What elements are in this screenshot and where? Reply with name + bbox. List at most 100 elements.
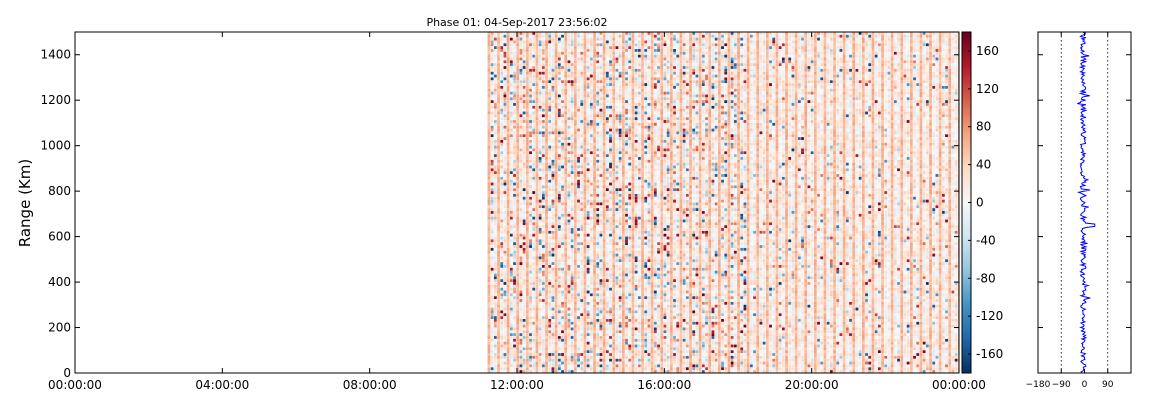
heatmap-cell: [538, 131, 542, 135]
heatmap-cell: [580, 199, 584, 203]
heatmap-cell: [497, 60, 500, 64]
heatmap-cell: [503, 120, 507, 123]
heatmap-cell: [580, 174, 584, 177]
heatmap-cell: [545, 77, 548, 81]
heatmap-cell: [605, 117, 609, 121]
heatmap-cell: [506, 304, 510, 308]
heatmap-cell: [490, 63, 494, 67]
heatmap-cell: [599, 341, 603, 345]
heatmap-cell: [561, 179, 564, 183]
heatmap-cell: [509, 307, 513, 311]
heatmap-cell: [573, 176, 577, 180]
heatmap-cell: [538, 162, 542, 166]
heatmap-cell: [583, 299, 587, 302]
heatmap-cell: [570, 299, 574, 302]
heatmap-cell: [516, 304, 520, 308]
heatmap-cell: [493, 66, 497, 69]
heatmap-cell: [509, 333, 513, 337]
heatmap-cell: [602, 91, 606, 95]
heatmap-cell: [561, 148, 564, 152]
heatmap-cell: [522, 358, 526, 362]
heatmap-cell: [567, 60, 571, 64]
heatmap-cell: [599, 299, 603, 302]
heatmap-cell: [599, 66, 603, 69]
heatmap-cell: [586, 259, 590, 263]
heatmap-cell: [548, 80, 552, 84]
heatmap-cell: [535, 165, 539, 169]
heatmap-cell: [503, 71, 507, 75]
heatmap-cell: [580, 301, 584, 305]
heatmap-cell: [577, 63, 580, 67]
heatmap-cell: [548, 347, 552, 351]
heatmap-cell: [516, 68, 520, 72]
heatmap-cell: [516, 259, 520, 263]
heatmap-cell: [548, 34, 552, 38]
heatmap-cell: [589, 228, 593, 231]
heatmap-cell: [561, 316, 564, 320]
heatmap-cell: [497, 262, 500, 266]
heatmap-cell: [583, 80, 587, 84]
heatmap-cell: [605, 111, 609, 115]
heatmap-cell: [538, 148, 542, 152]
heatmap-cell: [602, 128, 606, 132]
heatmap-cell: [557, 179, 561, 183]
heatmap-cell: [509, 114, 513, 118]
heatmap-cell: [570, 358, 574, 362]
heatmap-cell: [529, 316, 532, 320]
heatmap-cell: [580, 108, 584, 112]
heatmap-cell: [490, 265, 494, 268]
heatmap-cell: [532, 151, 536, 155]
heatmap-cell: [500, 347, 504, 351]
heatmap-cell: [612, 171, 616, 175]
heatmap-cell: [570, 37, 574, 41]
heatmap-cell: [573, 77, 577, 81]
heatmap-cell: [503, 80, 507, 84]
heatmap-cell: [551, 85, 555, 89]
heatmap-cell: [615, 49, 619, 52]
heatmap-cell: [516, 103, 520, 106]
heatmap-cell: [538, 193, 542, 197]
heatmap-cell: [490, 208, 494, 212]
heatmap-cell: [583, 205, 587, 209]
heatmap-cell: [506, 307, 510, 311]
heatmap-cell: [522, 262, 526, 266]
heatmap-cell: [602, 68, 606, 72]
heatmap-cell: [557, 273, 561, 277]
heatmap-cell: [519, 310, 523, 314]
heatmap-cell: [618, 49, 622, 52]
heatmap-cell: [535, 122, 539, 126]
heatmap-cell: [532, 165, 536, 169]
heatmap-cell: [525, 304, 529, 308]
heatmap-cell: [497, 179, 500, 183]
heatmap-cell: [593, 185, 596, 189]
heatmap-cell: [525, 100, 529, 104]
heatmap-cell: [564, 282, 568, 285]
heatmap-cell: [561, 276, 564, 280]
heatmap-cell: [535, 219, 539, 223]
heatmap-cell: [596, 185, 600, 189]
heatmap-cell: [487, 117, 491, 121]
heatmap-cell: [545, 239, 548, 243]
heatmap-cell: [567, 182, 571, 186]
heatmap-cell: [548, 108, 552, 112]
heatmap-cell: [557, 205, 561, 209]
heatmap-cell: [564, 202, 568, 206]
heatmap-cell: [532, 256, 536, 260]
heatmap-cell: [583, 228, 587, 231]
heatmap-cell: [519, 57, 523, 61]
heatmap-cell: [564, 259, 568, 263]
heatmap-cell: [561, 114, 564, 118]
heatmap-cell: [561, 333, 564, 337]
heatmap-cell: [509, 105, 513, 109]
heatmap-cell: [593, 247, 596, 251]
heatmap-cell: [551, 336, 555, 339]
heatmap-cell: [519, 265, 523, 268]
heatmap-cell: [577, 80, 580, 84]
heatmap-cell: [580, 353, 584, 356]
heatmap-cell: [615, 327, 619, 331]
heatmap-cell: [487, 319, 491, 322]
heatmap-cell: [596, 211, 600, 214]
heatmap-cell: [602, 94, 606, 98]
heatmap-cell: [522, 276, 526, 280]
heatmap-cell: [596, 267, 600, 271]
